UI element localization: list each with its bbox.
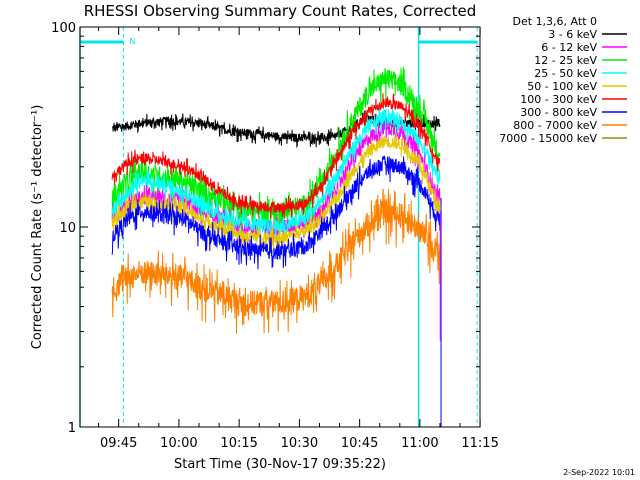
- x-tick-label: 10:15: [220, 436, 257, 451]
- y-tick-label: 100: [51, 21, 76, 36]
- plot-content: N: [79, 27, 478, 427]
- series-line-4: [111, 106, 441, 243]
- series-line-6: [111, 93, 441, 219]
- series-line-8: [111, 188, 441, 334]
- y-axis: 1 10 100: [51, 21, 480, 436]
- legend-header: Det 1,3,6, Att 0: [513, 15, 597, 28]
- legend-label: 50 - 100 keV: [527, 80, 597, 93]
- x-axis-label: Start Time (30-Nov-17 09:35:22): [174, 457, 386, 472]
- x-tick-label: 09:45: [100, 436, 137, 451]
- x-tick-label: 11:15: [461, 436, 498, 451]
- legend-label: 6 - 12 keV: [541, 41, 597, 54]
- x-tick-label: 11:00: [401, 436, 438, 451]
- y-tick-label: 1: [68, 421, 76, 436]
- series-line-5: [111, 132, 441, 252]
- flag-marker-label: N: [129, 37, 135, 46]
- series-line-7: [111, 155, 441, 270]
- x-tick-label: 10:30: [281, 436, 318, 451]
- y-tick-label: 10: [59, 221, 76, 236]
- legend-label: 25 - 50 keV: [534, 67, 597, 80]
- x-tick-label: 10:45: [341, 436, 378, 451]
- chart-title: RHESSI Observing Summary Count Rates, Co…: [84, 2, 477, 20]
- legend-label: 3 - 6 keV: [548, 28, 597, 41]
- legend-label: 300 - 800 keV: [520, 106, 597, 119]
- legend-label: 7000 - 15000 keV: [499, 132, 597, 145]
- y-axis-label: Corrected Count Rate (s⁻¹ detector⁻¹): [30, 105, 45, 350]
- legend-label: 100 - 300 keV: [520, 93, 597, 106]
- legend-label: 800 - 7000 keV: [513, 119, 597, 132]
- x-axis: 09:45 10:00 10:15 10:30 10:45 11:00 11:15: [98, 27, 499, 451]
- legend-label: 12 - 25 keV: [534, 54, 597, 67]
- x-tick-label: 10:00: [160, 436, 197, 451]
- footer-date: 2-Sep-2022 10:01: [563, 468, 635, 477]
